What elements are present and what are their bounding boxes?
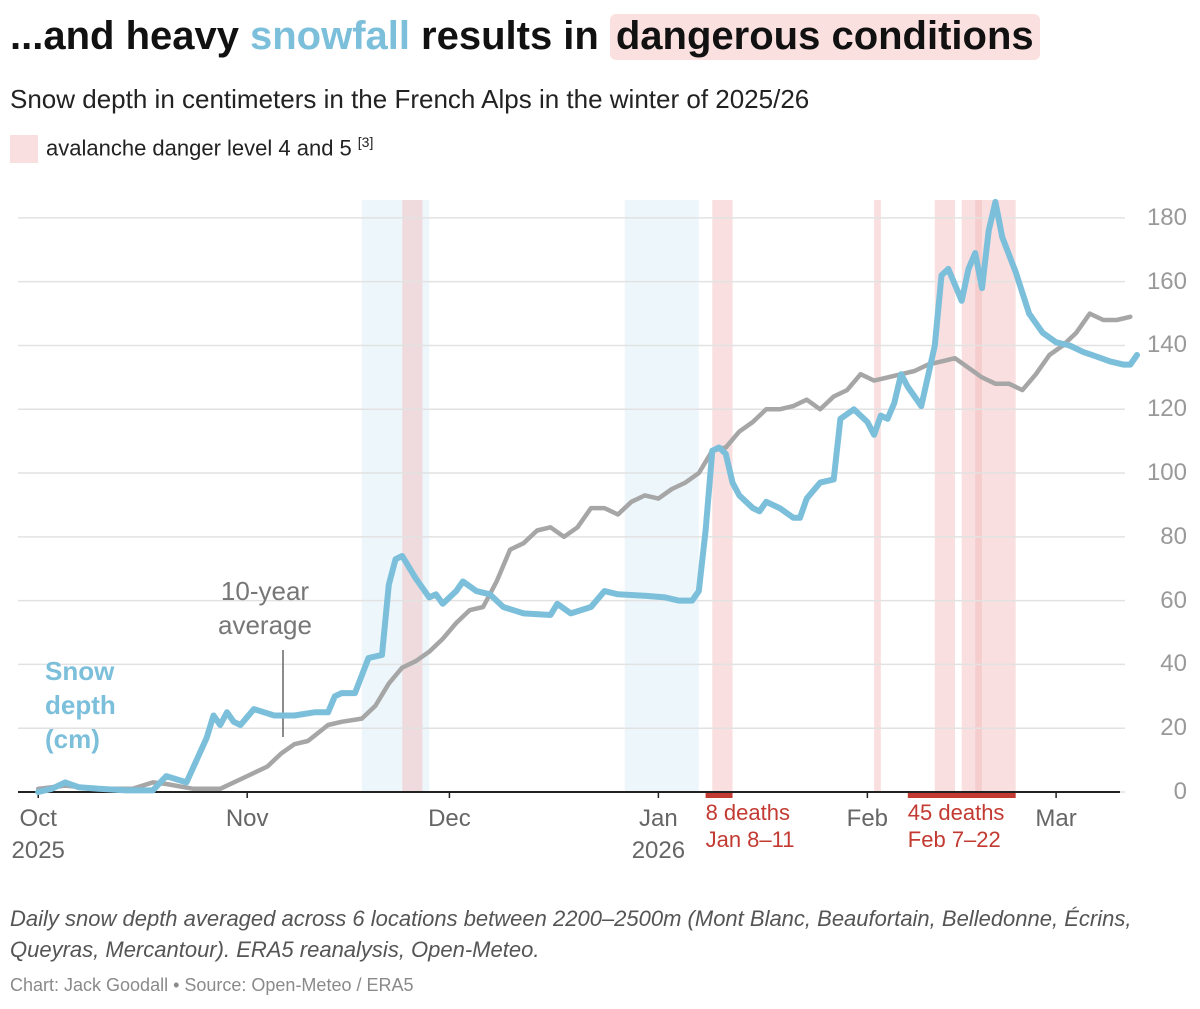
title: ...and heavy snowfall results in dangerous …: [10, 10, 1051, 62]
deaths-label: 45 deaths: [907, 800, 1005, 825]
series-label: 10-year average: [218, 576, 312, 640]
y-tick-label: 100: [1146, 459, 1187, 487]
credit: Chart: Jack Goodall • Source: Open-Meteo…: [10, 975, 414, 995]
legend-swatch: [10, 135, 38, 163]
x-tick-label: Mar: [1035, 805, 1077, 832]
deaths-dates: Feb 7–22: [907, 827, 1001, 852]
y-tick-label: 0: [1173, 778, 1187, 805]
danger-band: [961, 200, 1016, 792]
snowfall-band: [361, 200, 430, 792]
deaths-label: 8 deaths: [705, 800, 790, 825]
y-tick-label: 180: [1146, 203, 1187, 231]
legend-entry: avalanche danger level 4 and 5 [3]: [46, 134, 373, 161]
danger-band: [934, 200, 955, 792]
series-line: [35, 198, 1140, 795]
title-part: results in: [421, 14, 599, 58]
subtitle: Snow depth in centimeters in the French …: [10, 84, 810, 114]
y-tick-label: 20: [1160, 714, 1187, 742]
deaths-dates: Jan 8–11: [705, 827, 795, 852]
y-tick-label: 120: [1146, 395, 1187, 423]
deaths-bar: [907, 793, 1016, 798]
y-tick-label: 60: [1160, 586, 1187, 614]
title-highlight: snowfall: [249, 14, 411, 58]
danger-band: [975, 200, 982, 792]
series-line: [35, 311, 1133, 792]
x-tick-label: Oct 2025: [11, 805, 65, 864]
x-tick-label: Feb: [846, 805, 889, 832]
legend-label: avalanche danger level 4 and 5: [46, 135, 352, 161]
footnote-ref: [3]: [357, 134, 374, 150]
x-tick-label: Nov: [225, 805, 269, 832]
danger-band: [712, 200, 733, 792]
caption: Daily snow depth averaged across 6 locat…: [10, 906, 1132, 962]
title-part: ...and heavy: [10, 14, 239, 58]
y-tick-label: 160: [1146, 267, 1187, 295]
x-tick-label: Jan 2026: [631, 805, 686, 864]
y-tick-label: 40: [1160, 650, 1187, 678]
y-tick-label: 80: [1160, 522, 1187, 550]
danger-band: [402, 200, 423, 792]
title-highlight: dangerous conditions: [609, 14, 1040, 60]
y-tick-label: 140: [1146, 331, 1187, 359]
x-tick-label: Dec: [428, 805, 471, 832]
danger-band: [874, 200, 881, 792]
deaths-bar: [705, 793, 733, 798]
series-label: Snow depth (cm): [45, 656, 116, 754]
